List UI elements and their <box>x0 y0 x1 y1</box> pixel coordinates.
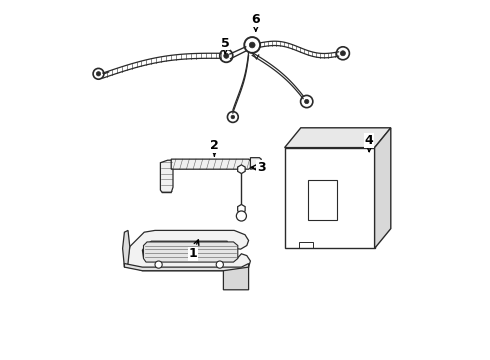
Text: 4: 4 <box>365 134 373 152</box>
Polygon shape <box>238 204 245 213</box>
Polygon shape <box>285 128 391 148</box>
Polygon shape <box>285 148 374 248</box>
Polygon shape <box>250 158 261 169</box>
Circle shape <box>341 51 345 56</box>
Circle shape <box>97 72 100 76</box>
Circle shape <box>216 261 223 268</box>
Circle shape <box>305 99 309 104</box>
Polygon shape <box>124 230 250 271</box>
Polygon shape <box>144 242 238 262</box>
Polygon shape <box>374 128 391 248</box>
Text: 6: 6 <box>251 13 260 31</box>
Polygon shape <box>223 267 248 290</box>
Circle shape <box>224 53 229 58</box>
Circle shape <box>155 261 162 268</box>
Polygon shape <box>238 165 245 174</box>
Polygon shape <box>122 230 130 267</box>
Polygon shape <box>160 160 173 193</box>
Text: 3: 3 <box>251 161 266 174</box>
Circle shape <box>236 211 246 221</box>
Text: 5: 5 <box>221 37 230 54</box>
Circle shape <box>231 115 235 119</box>
Text: 2: 2 <box>210 139 219 156</box>
Circle shape <box>249 42 255 48</box>
Polygon shape <box>171 159 252 169</box>
Polygon shape <box>124 264 248 271</box>
Text: 1: 1 <box>189 240 199 260</box>
